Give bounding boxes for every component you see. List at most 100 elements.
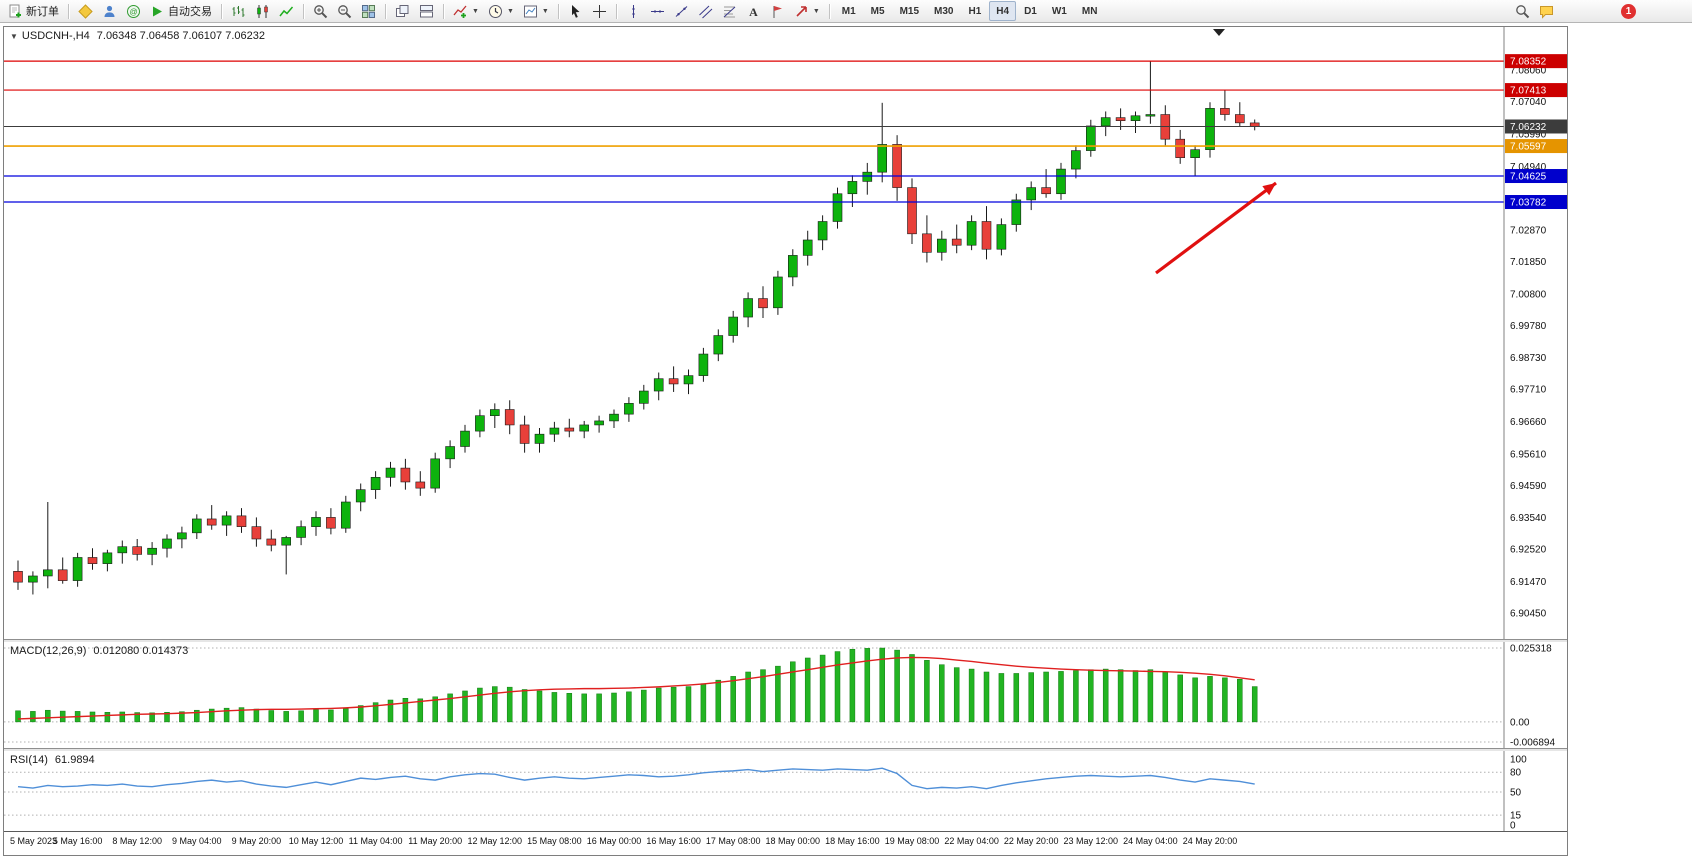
- mql5-market-button[interactable]: [74, 1, 97, 21]
- macd-values: 0.012080 0.014373: [93, 645, 189, 657]
- timeframe-m5[interactable]: M5: [870, 5, 885, 17]
- macd-histogram-bar: [134, 712, 140, 723]
- candle-bullish: [489, 409, 500, 416]
- new-order-button[interactable]: 新订单: [4, 1, 63, 21]
- candle-bullish: [1205, 108, 1215, 150]
- price-scale-label: 7.07040: [1510, 97, 1547, 108]
- separator: [443, 3, 444, 19]
- arrows-button[interactable]: ▼: [790, 1, 824, 21]
- timeframe-d1[interactable]: D1: [1024, 5, 1037, 17]
- text-label-button[interactable]: [766, 1, 789, 21]
- trend-arrow[interactable]: [1155, 181, 1277, 275]
- rsi-scale-label: 80: [1510, 768, 1522, 779]
- panel-separator[interactable]: [4, 748, 1567, 751]
- macd-histogram-bar: [283, 711, 289, 723]
- macd-histogram-bar: [1162, 671, 1169, 723]
- time-axis[interactable]: 5 May 2023 5 May 16:00 8 May 12:00 9 May 04…: [4, 831, 1567, 855]
- community-button[interactable]: @: [122, 1, 145, 21]
- profile-button[interactable]: [98, 1, 121, 21]
- candle-bullish: [72, 557, 83, 581]
- timeframe-m30[interactable]: M30: [934, 5, 954, 17]
- timeframe-h4[interactable]: H4: [989, 1, 1017, 21]
- line-chart-button[interactable]: [275, 1, 298, 21]
- cascade-windows-button[interactable]: [391, 1, 414, 21]
- price-badge: [1505, 54, 1567, 69]
- rsi-panel-canvas[interactable]: 100 80 50 150: [4, 751, 1569, 831]
- price-badge-value: 7.03782: [1510, 198, 1547, 209]
- text-button[interactable]: A: [742, 1, 765, 21]
- macd-histogram-bar: [1237, 679, 1243, 723]
- price-badge: [1505, 169, 1567, 184]
- macd-histogram-bar: [864, 648, 871, 723]
- price-badge-value: 7.08352: [1510, 57, 1547, 68]
- timeframe-h1[interactable]: H1: [968, 5, 982, 17]
- candle-bearish: [1220, 108, 1230, 115]
- macd-histogram-bar: [223, 707, 230, 723]
- timeframe-m15[interactable]: M15: [899, 5, 920, 17]
- macd-histogram-bar: [1222, 677, 1228, 723]
- main-chart-canvas[interactable]: 7.08060 7.07040 7.05990 7.04940 7.02870 7.018…: [4, 27, 1569, 639]
- candlestick-chart-button[interactable]: [251, 1, 274, 21]
- candle-bullish: [787, 255, 798, 278]
- bar-chart-button[interactable]: [227, 1, 250, 21]
- candle-bullish: [370, 477, 381, 490]
- rsi-scale-label: 100: [1510, 755, 1527, 766]
- trend-arrow-head[interactable]: [1262, 183, 1276, 196]
- candle-bullish: [624, 403, 634, 415]
- time-axis-label: 11 May 04:00: [348, 836, 403, 846]
- horizontal-line-icon: [650, 4, 665, 19]
- price-scale-label: 6.92520: [1510, 545, 1547, 556]
- macd-histogram-bar: [730, 676, 736, 723]
- macd-histogram-bar: [417, 698, 424, 723]
- zoom-out-button[interactable]: [333, 1, 356, 21]
- search-button[interactable]: [1511, 1, 1534, 21]
- macd-histogram-bar: [238, 707, 245, 723]
- text-icon: A: [746, 4, 761, 19]
- candle-bullish: [1011, 199, 1022, 225]
- horizontal-line-button[interactable]: [646, 1, 669, 21]
- arrange-horizontal-button[interactable]: [415, 1, 438, 21]
- indicators-button[interactable]: ▼: [449, 1, 483, 21]
- macd-histogram-bar: [1013, 673, 1020, 723]
- rsi-scale-label: 0: [1510, 821, 1516, 832]
- periods-button[interactable]: ▼: [484, 1, 518, 21]
- rsi-scale-label: 15: [1510, 811, 1522, 822]
- candle-bearish: [132, 546, 142, 555]
- chat-button[interactable]: [1535, 1, 1558, 21]
- trendline-button[interactable]: [670, 1, 693, 21]
- zoom-in-button[interactable]: [309, 1, 332, 21]
- time-axis-label: 16 May 00:00: [586, 836, 642, 846]
- collapse-chart-icon[interactable]: ▼: [10, 32, 18, 41]
- periods-clock-icon: [488, 4, 503, 19]
- macd-histogram-bar: [626, 691, 632, 723]
- macd-scale-label: -0.006894: [1510, 738, 1555, 749]
- macd-histogram-bar: [968, 668, 975, 723]
- templates-button[interactable]: ▼: [519, 1, 553, 21]
- candle-bullish: [430, 458, 441, 489]
- macd-histogram-bar: [819, 654, 826, 723]
- price-scale-label: 6.93540: [1510, 513, 1547, 524]
- chevron-down-icon: ▼: [541, 7, 549, 15]
- autotrading-button[interactable]: 自动交易: [146, 1, 216, 21]
- autotrading-label: 自动交易: [168, 6, 212, 18]
- macd-panel-canvas[interactable]: 0.025318 0.00 -0.006894: [4, 642, 1569, 748]
- price-scale-label: 7.08060: [1510, 66, 1547, 77]
- candle-bullish: [832, 193, 843, 222]
- fibonacci-button[interactable]: [718, 1, 741, 21]
- notification-badge[interactable]: 1: [1621, 3, 1636, 19]
- timeframe-m1[interactable]: M1: [841, 5, 856, 17]
- timeframe-w1[interactable]: W1: [1051, 5, 1067, 17]
- cursor-button[interactable]: [564, 1, 587, 21]
- panel-separator[interactable]: [4, 639, 1567, 642]
- macd-label: MACD(12,26,9) 0.012080 0.014373: [10, 645, 188, 657]
- time-axis-label: 22 May 04:00: [944, 836, 999, 846]
- timeframe-mn[interactable]: MN: [1081, 5, 1098, 17]
- candle-bearish: [57, 569, 68, 581]
- macd-histogram-bar: [253, 708, 260, 723]
- crosshair-button[interactable]: [588, 1, 611, 21]
- ohlc-values: 7.06348 7.06458 7.06107 7.06232: [96, 30, 265, 42]
- tile-windows-button[interactable]: [357, 1, 380, 21]
- channel-button[interactable]: [694, 1, 717, 21]
- vertical-line-button[interactable]: [622, 1, 645, 21]
- macd-histogram-bar: [655, 687, 662, 723]
